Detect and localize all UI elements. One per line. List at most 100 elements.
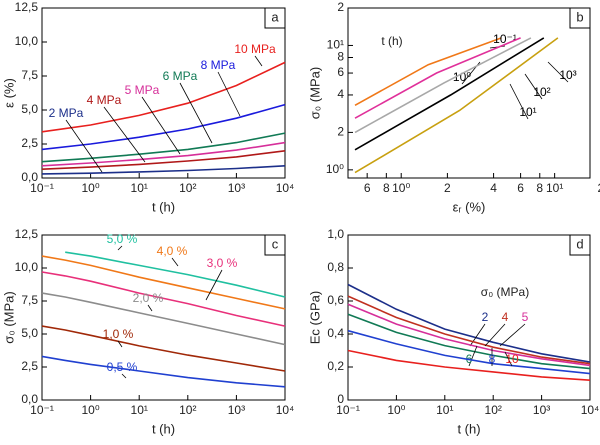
x-tick-label: 10² xyxy=(485,403,502,417)
x-tick-label: 10⁴ xyxy=(581,403,600,417)
y-tick-label: 10,0 xyxy=(15,260,39,274)
leader-line xyxy=(117,245,123,251)
series-line xyxy=(41,255,286,310)
series-label: 8 MPa xyxy=(201,58,236,72)
y-axis-label: Ec (GPa) xyxy=(307,291,322,344)
leader-line xyxy=(524,73,543,100)
y-tick-label: 10¹ xyxy=(327,38,344,52)
y-tick-label: 12,5 xyxy=(15,227,39,241)
y-tick-label: 2,5 xyxy=(21,136,38,150)
x-tick-label: 2 xyxy=(597,181,600,195)
leader-line xyxy=(147,304,153,312)
series-label: 8 xyxy=(489,352,496,366)
leader-line xyxy=(217,71,241,117)
y-tick-label: 10⁰ xyxy=(326,162,344,176)
y-tick-label: 8 xyxy=(337,50,344,64)
x-tick-label: 10⁰ xyxy=(392,181,410,195)
series-label: 5 xyxy=(522,310,529,324)
x-tick-label: 10³ xyxy=(228,403,245,417)
series-line xyxy=(41,103,286,151)
panel-letter: c xyxy=(272,236,279,251)
panel-box xyxy=(569,7,591,29)
series-line xyxy=(354,37,559,174)
series-line xyxy=(41,150,286,170)
y-tick-label: 5,0 xyxy=(21,326,38,340)
y-tick-label: 0,0 xyxy=(21,170,38,184)
series-label: 10 MPa xyxy=(234,42,276,56)
x-axis-label: t (h) xyxy=(152,199,175,214)
plot-frame xyxy=(347,234,591,401)
y-tick-label: 2 xyxy=(337,0,344,14)
series-label: 5,0 % xyxy=(107,232,138,246)
x-tick-label: 10⁴ xyxy=(276,181,295,195)
series-label: 10 xyxy=(505,352,519,366)
x-tick-label: 10⁻¹ xyxy=(336,403,360,417)
series-line xyxy=(347,329,591,375)
series-label: 4 xyxy=(502,310,509,324)
leader-line xyxy=(547,61,569,83)
series-line xyxy=(41,132,286,163)
x-tick-label: 10⁻¹ xyxy=(30,181,54,195)
x-tick-label: 10² xyxy=(179,181,196,195)
series-line xyxy=(354,37,521,119)
y-tick-label: 5,0 xyxy=(21,102,38,116)
leader-line xyxy=(179,82,213,144)
x-tick-label: 10⁰ xyxy=(387,403,405,417)
y-tick-label: 1,0 xyxy=(327,227,344,241)
x-tick-label: 8 xyxy=(536,181,543,195)
y-tick-label: 6 xyxy=(337,65,344,79)
x-axis-label: t (h) xyxy=(152,421,175,436)
panel-box xyxy=(569,234,591,256)
plot-frame xyxy=(347,7,591,179)
series-label: 10¹ xyxy=(519,105,536,119)
series-label: 4,0 % xyxy=(157,244,188,258)
leader-line xyxy=(103,106,146,163)
leader-line xyxy=(117,340,123,348)
series-label: 10⁰ xyxy=(453,70,471,84)
x-tick-label: 6 xyxy=(364,181,371,195)
panel-box xyxy=(264,7,286,29)
x-tick-label: 8 xyxy=(383,181,390,195)
series-label: 5 MPa xyxy=(125,83,160,97)
panel-box xyxy=(264,234,286,256)
series-line xyxy=(41,292,286,346)
leader-line xyxy=(484,323,506,347)
y-axis-label: σ₀ (MPa) xyxy=(1,291,16,343)
x-tick-label: 6 xyxy=(517,181,524,195)
leader-line xyxy=(65,119,103,173)
series-label: 1,0 % xyxy=(103,327,134,341)
x-tick-label: 4 xyxy=(490,181,497,195)
series-line xyxy=(41,165,286,175)
y-axis-label: ε (%) xyxy=(1,78,16,108)
series-line xyxy=(347,349,591,381)
series-line xyxy=(41,141,286,167)
series-label: 3,0 % xyxy=(207,256,238,270)
leader-line xyxy=(171,257,179,267)
series-label: 6 MPa xyxy=(163,69,198,83)
y-tick-label: 2,5 xyxy=(21,359,38,373)
leader-line xyxy=(509,83,529,120)
leader-line xyxy=(141,96,181,155)
series-label: 4 MPa xyxy=(87,93,122,107)
leader-line xyxy=(121,373,127,379)
series-line xyxy=(347,283,591,363)
series-line xyxy=(65,251,286,298)
x-axis-label: t (h) xyxy=(457,421,480,436)
panel-letter: b xyxy=(576,9,583,24)
y-tick-label: 0 xyxy=(337,392,344,406)
series-line xyxy=(347,303,591,367)
x-tick-label: 10⁴ xyxy=(276,403,295,417)
y-tick-label: 12,5 xyxy=(15,0,39,14)
y-tick-label: 0,0 xyxy=(21,392,38,406)
x-tick-label: 2 xyxy=(444,181,451,195)
x-tick-label: 10⁰ xyxy=(82,403,100,417)
leader-line xyxy=(205,269,223,301)
x-axis-label: εᵣ (%) xyxy=(453,199,486,214)
y-tick-label: 0,2 xyxy=(327,359,344,373)
legend-title: t (h) xyxy=(381,34,402,48)
y-tick-label: 7,5 xyxy=(21,293,38,307)
series-line xyxy=(41,61,286,133)
leader-line xyxy=(254,55,263,67)
